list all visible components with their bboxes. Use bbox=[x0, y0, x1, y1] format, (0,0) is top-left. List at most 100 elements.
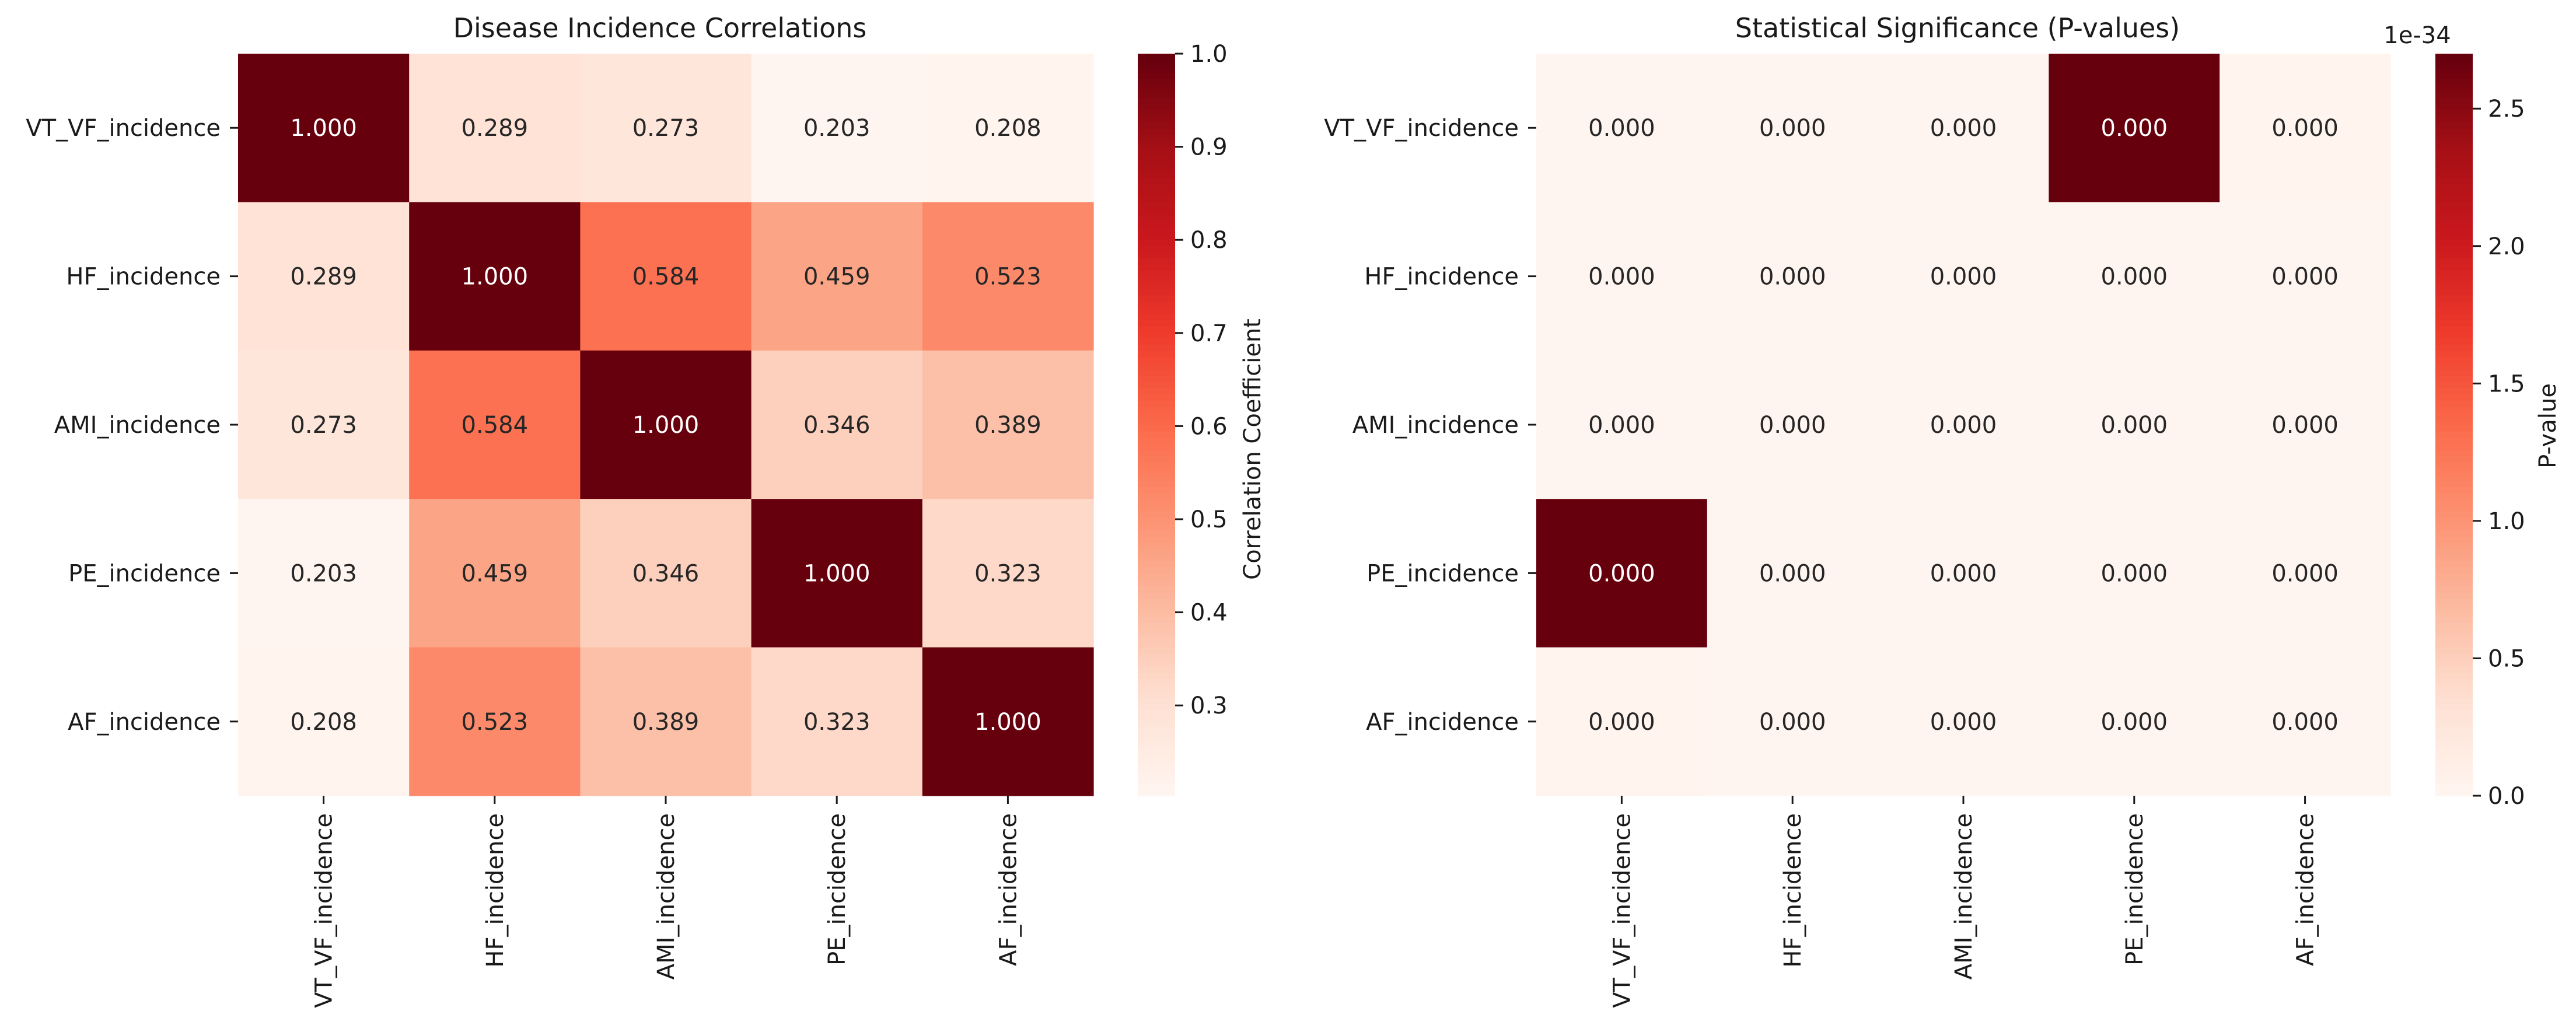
cell-value-label: 0.000 bbox=[1759, 115, 1826, 142]
colorbar-segment bbox=[1138, 412, 1175, 419]
heatmap-cell bbox=[1536, 202, 1708, 351]
colorbar-segment bbox=[2435, 437, 2473, 444]
x-tick-label: HF_incidence bbox=[1780, 813, 1806, 968]
colorbar-segment bbox=[2435, 60, 2473, 67]
colorbar-segment bbox=[1138, 561, 1175, 568]
colorbar-segment bbox=[1138, 85, 1175, 92]
colorbar-segment bbox=[1138, 226, 1175, 234]
colorbar-segment bbox=[1138, 758, 1175, 765]
colorbar-segment bbox=[1138, 152, 1175, 160]
colorbar-segment bbox=[1138, 523, 1175, 531]
heatmap-cell bbox=[1707, 647, 1879, 796]
colorbar-segment bbox=[1138, 789, 1175, 796]
colorbar-segment bbox=[1138, 418, 1175, 425]
colorbar-segment bbox=[2435, 542, 2473, 549]
colorbar-segment bbox=[1138, 332, 1175, 339]
colorbar-segment bbox=[1138, 202, 1175, 209]
colorbar-segment bbox=[2435, 783, 2473, 790]
colorbar-segment bbox=[2435, 221, 2473, 228]
colorbar-segment bbox=[2435, 418, 2473, 425]
correlation-heatmap-cells: 1.000 0.289 0.273 0.203 0.208 0.289 1.000 0.584… bbox=[238, 54, 1094, 796]
colorbar-segment bbox=[1138, 116, 1175, 123]
colorbar-segment bbox=[1138, 777, 1175, 784]
pvalue-colorbar-label: P-value bbox=[2535, 383, 2561, 468]
colorbar-segment bbox=[2435, 103, 2473, 110]
colorbar-segment bbox=[1138, 128, 1175, 135]
cell-value-label: 0.346 bbox=[803, 412, 871, 439]
pvalue-heatmap-row-labels: VT_VF_incidence HF_incidence AMI_incidence… bbox=[1324, 115, 1536, 736]
colorbar-segment bbox=[2435, 313, 2473, 320]
cell-value-label: 0.346 bbox=[632, 560, 700, 587]
colorbar-segment bbox=[1138, 319, 1175, 327]
colorbar-segment bbox=[2435, 257, 2473, 265]
cell-value-label: 0.208 bbox=[290, 709, 357, 736]
colorbar-segment bbox=[1138, 54, 1175, 61]
colorbar-segment bbox=[2435, 740, 2473, 747]
heatmap-cell bbox=[1707, 202, 1879, 351]
cell-value-label: 0.323 bbox=[803, 709, 871, 736]
colorbar-segment bbox=[1138, 715, 1175, 722]
colorbar-segment bbox=[1138, 721, 1175, 729]
colorbar-segment bbox=[2435, 134, 2473, 141]
cell-value-label: 0.000 bbox=[1588, 709, 1655, 736]
colorbar-segment bbox=[2435, 697, 2473, 704]
colorbar-segment bbox=[1138, 468, 1175, 475]
colorbar-segment bbox=[2435, 561, 2473, 568]
colorbar-segment bbox=[2435, 505, 2473, 512]
colorbar-segment bbox=[2435, 190, 2473, 197]
colorbar-segment bbox=[1138, 449, 1175, 456]
cell-value-label: 0.584 bbox=[462, 412, 529, 439]
colorbar-segment bbox=[2435, 746, 2473, 753]
colorbar-segment bbox=[1138, 752, 1175, 760]
colorbar-segment bbox=[1138, 622, 1175, 629]
heatmap-cell bbox=[1536, 647, 1708, 796]
colorbar-segment bbox=[1138, 592, 1175, 599]
colorbar-tick-label: 0.5 bbox=[1190, 506, 1228, 533]
cell-value-label: 0.273 bbox=[290, 412, 357, 439]
colorbar-segment bbox=[2435, 653, 2473, 660]
colorbar-segment bbox=[2435, 765, 2473, 772]
colorbar-segment bbox=[2435, 356, 2473, 363]
heatmap-cell bbox=[409, 54, 581, 202]
heatmap-cell bbox=[1878, 54, 2049, 202]
cell-value-label: 0.523 bbox=[462, 709, 529, 736]
colorbar-segment bbox=[1138, 301, 1175, 308]
cell-value-label: 1.000 bbox=[632, 412, 700, 439]
heatmap-cell bbox=[1707, 350, 1879, 499]
colorbar-segment bbox=[2435, 159, 2473, 166]
colorbar-segment bbox=[2435, 90, 2473, 98]
colorbar-segment bbox=[1138, 190, 1175, 197]
heatmap-cell bbox=[409, 499, 581, 648]
cell-value-label: 0.000 bbox=[1759, 560, 1826, 587]
cell-value-label: 0.584 bbox=[632, 264, 700, 291]
colorbar-segment bbox=[2435, 647, 2473, 655]
colorbar-segment bbox=[2435, 165, 2473, 172]
colorbar-segment bbox=[2435, 592, 2473, 599]
colorbar-segment bbox=[2435, 226, 2473, 234]
heatmap-cell bbox=[1707, 499, 1879, 648]
colorbar-segment bbox=[1138, 771, 1175, 778]
colorbar-segment bbox=[2435, 326, 2473, 333]
colorbar-segment bbox=[2435, 554, 2473, 562]
colorbar-segment bbox=[2435, 517, 2473, 524]
colorbar-segment bbox=[2435, 443, 2473, 450]
colorbar-segment bbox=[1138, 233, 1175, 240]
colorbar-segment bbox=[1138, 78, 1175, 85]
cell-value-label: 0.389 bbox=[974, 412, 1041, 439]
cell-value-label: 0.289 bbox=[462, 115, 529, 142]
colorbar-segment bbox=[1138, 425, 1175, 432]
x-tick-label: AF_incidence bbox=[2292, 813, 2319, 966]
colorbar-segment bbox=[2435, 461, 2473, 469]
colorbar-segment bbox=[1138, 140, 1175, 147]
colorbar-segment bbox=[2435, 536, 2473, 543]
x-tick-label: AF_incidence bbox=[995, 813, 1022, 966]
colorbar-segment bbox=[1138, 257, 1175, 265]
colorbar-segment bbox=[2435, 183, 2473, 191]
colorbar-segment bbox=[1138, 239, 1175, 246]
colorbar-segment bbox=[1138, 443, 1175, 450]
cell-value-label: 0.000 bbox=[2101, 560, 2168, 587]
colorbar-segment bbox=[1138, 703, 1175, 710]
colorbar-segment bbox=[1138, 295, 1175, 302]
colorbar-segment bbox=[1138, 641, 1175, 648]
heatmap-cell bbox=[922, 202, 1094, 351]
